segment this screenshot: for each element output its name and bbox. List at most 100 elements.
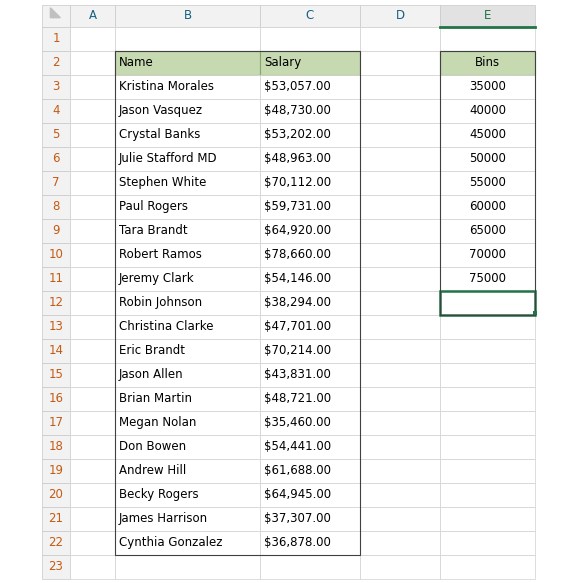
Bar — [440, 387, 535, 410]
Polygon shape — [50, 8, 61, 17]
Bar — [115, 146, 260, 170]
Text: 1: 1 — [53, 32, 60, 45]
Text: 21: 21 — [48, 512, 63, 525]
Text: $53,202.00: $53,202.00 — [264, 128, 331, 141]
Bar — [440, 51, 535, 75]
Bar — [360, 554, 440, 578]
Bar — [260, 219, 360, 243]
Bar — [115, 507, 260, 531]
Bar — [42, 195, 70, 219]
Bar — [360, 99, 440, 122]
Bar — [440, 314, 535, 339]
Bar — [42, 99, 70, 122]
Bar — [440, 531, 535, 554]
Bar — [260, 363, 360, 387]
Bar — [115, 266, 260, 290]
Bar — [42, 146, 70, 170]
Bar — [70, 458, 115, 483]
Bar — [440, 75, 535, 99]
Text: Name: Name — [119, 56, 153, 69]
Bar — [360, 122, 440, 146]
Bar — [42, 5, 70, 26]
Bar — [360, 410, 440, 434]
Text: 9: 9 — [53, 224, 60, 237]
Bar — [260, 434, 360, 458]
Text: Cynthia Gonzalez: Cynthia Gonzalez — [119, 536, 223, 549]
Text: 40000: 40000 — [469, 104, 506, 117]
Text: Jeremy Clark: Jeremy Clark — [119, 272, 194, 285]
Bar — [440, 170, 535, 195]
Text: Tara Brandt: Tara Brandt — [119, 224, 188, 237]
Bar — [360, 195, 440, 219]
Bar — [440, 122, 535, 146]
Bar — [440, 434, 535, 458]
Bar — [42, 531, 70, 554]
Bar — [360, 290, 440, 314]
Bar — [42, 51, 70, 75]
Bar — [115, 243, 260, 266]
Text: $48,721.00: $48,721.00 — [264, 392, 331, 405]
Bar — [115, 434, 260, 458]
Bar — [360, 266, 440, 290]
Bar — [115, 122, 260, 146]
Bar — [360, 363, 440, 387]
Bar — [70, 554, 115, 578]
Text: Jason Vasquez: Jason Vasquez — [119, 104, 203, 117]
Bar — [115, 314, 260, 339]
Bar — [115, 26, 260, 51]
Bar — [360, 75, 440, 99]
Text: 70000: 70000 — [469, 248, 506, 261]
Bar — [115, 387, 260, 410]
Bar — [440, 290, 535, 314]
Bar — [440, 410, 535, 434]
Bar — [70, 75, 115, 99]
Bar — [42, 170, 70, 195]
Bar — [42, 483, 70, 507]
Bar — [42, 266, 70, 290]
Bar — [42, 410, 70, 434]
Text: Stephen White: Stephen White — [119, 176, 207, 189]
Text: $48,730.00: $48,730.00 — [264, 104, 331, 117]
Text: 60000: 60000 — [469, 200, 506, 213]
Bar — [360, 483, 440, 507]
Text: $54,441.00: $54,441.00 — [264, 440, 331, 453]
Bar — [115, 75, 260, 99]
Bar — [115, 458, 260, 483]
Bar — [70, 51, 115, 75]
Text: 20: 20 — [48, 488, 63, 501]
Text: $43,831.00: $43,831.00 — [264, 368, 331, 381]
Bar — [70, 26, 115, 51]
Bar — [115, 290, 260, 314]
Text: 10: 10 — [48, 248, 63, 261]
Bar — [42, 75, 70, 99]
Text: 18: 18 — [48, 440, 63, 453]
Text: Andrew Hill: Andrew Hill — [119, 464, 186, 477]
Text: $38,294.00: $38,294.00 — [264, 296, 331, 309]
Text: $64,945.00: $64,945.00 — [264, 488, 331, 501]
Bar — [360, 434, 440, 458]
Text: 80000: 80000 — [469, 296, 506, 309]
Bar — [360, 314, 440, 339]
Bar — [42, 122, 70, 146]
Text: Julie Stafford MD: Julie Stafford MD — [119, 152, 218, 165]
Text: 7: 7 — [53, 176, 60, 189]
Text: 2: 2 — [53, 56, 60, 69]
Bar — [260, 314, 360, 339]
Bar — [70, 243, 115, 266]
Text: Christina Clarke: Christina Clarke — [119, 320, 213, 333]
Text: 65000: 65000 — [469, 224, 506, 237]
Bar — [360, 26, 440, 51]
Text: 75000: 75000 — [469, 272, 506, 285]
Bar — [440, 458, 535, 483]
Bar — [42, 339, 70, 363]
Bar — [360, 387, 440, 410]
Bar — [42, 554, 70, 578]
Text: 16: 16 — [48, 392, 63, 405]
Bar — [70, 410, 115, 434]
Bar — [115, 51, 260, 75]
Bar — [360, 531, 440, 554]
Bar — [70, 266, 115, 290]
Bar — [440, 195, 535, 219]
Bar — [260, 195, 360, 219]
Bar — [260, 458, 360, 483]
